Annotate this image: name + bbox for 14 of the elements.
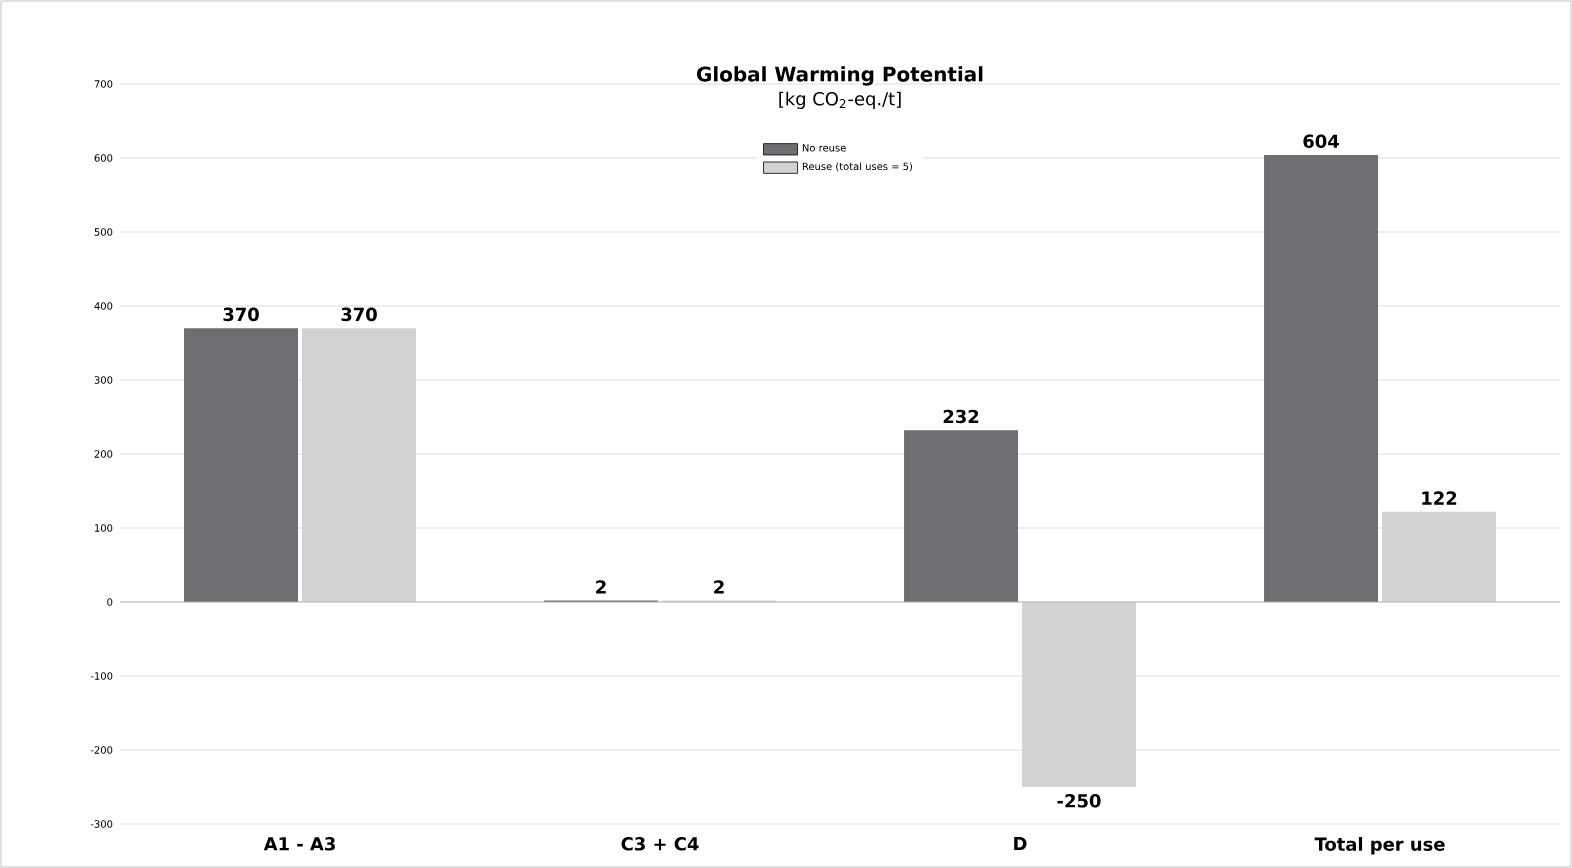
- x-tick-label: Total per use: [1314, 837, 1445, 855]
- data-label: 370: [223, 307, 259, 322]
- data-label: 370: [341, 307, 377, 322]
- x-tick-label: A1 - A3: [263, 837, 335, 851]
- chart-title: Global Warming Potential: [697, 66, 983, 86]
- data-label: 2: [596, 580, 606, 594]
- x-tick-label: C3 + C4: [621, 837, 699, 851]
- data-label: 232: [943, 409, 979, 424]
- data-label: 604: [1303, 134, 1339, 148]
- data-label: 2: [714, 580, 724, 594]
- x-tick-label: D: [1014, 837, 1027, 851]
- data-label: -250: [1057, 794, 1101, 808]
- chart-subtitle: [kg CO$_{2}$-eq./t]: [779, 91, 901, 109]
- data-label: 122: [1422, 491, 1457, 505]
